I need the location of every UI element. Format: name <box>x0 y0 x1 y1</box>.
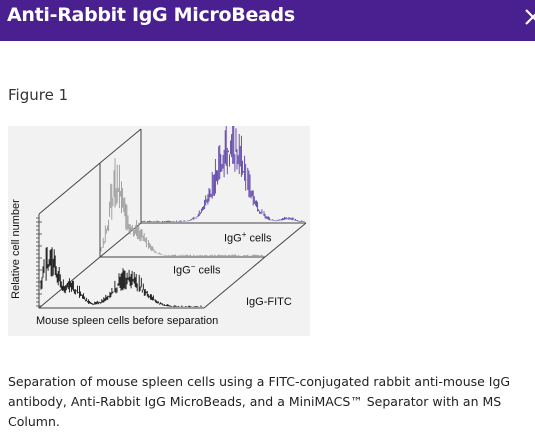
trace-before <box>39 247 203 307</box>
dialog-title: Anti-Rabbit IgG MicroBeads <box>7 4 295 26</box>
histogram-traces <box>39 126 305 307</box>
positive-cells-label: IgG+ cells <box>224 230 272 245</box>
histogram-stack <box>36 126 307 309</box>
close-icon[interactable] <box>521 3 535 29</box>
figure-caption: Separation of mouse spleen cells using a… <box>8 374 511 429</box>
figure-label: Figure 1 <box>8 86 69 104</box>
dialog-header: Anti-Rabbit IgG MicroBeads <box>0 0 535 41</box>
y-axis-label: Relative cell number <box>10 199 22 299</box>
fitc-axis-label: IgG-FITC <box>246 296 292 308</box>
panel-positive-frame <box>140 129 306 224</box>
trace-positive <box>141 126 305 222</box>
panel-right-edge-2 <box>203 256 266 309</box>
panel-positive-top-edge <box>99 128 142 164</box>
panel-right-edge-1 <box>264 222 307 258</box>
trace-negative <box>100 158 264 256</box>
panel-negative-top-edge <box>38 162 101 215</box>
x-axis-label: Mouse spleen cells before separation <box>36 315 219 327</box>
axis-ticks <box>36 217 42 307</box>
panel-before-frame <box>38 214 204 309</box>
negative-cells-label: IgG− cells <box>173 262 221 277</box>
figure-image: IgG+ cells IgG− cells IgG-FITC Mouse spl… <box>8 126 310 336</box>
panel-positive-edge <box>99 222 142 258</box>
